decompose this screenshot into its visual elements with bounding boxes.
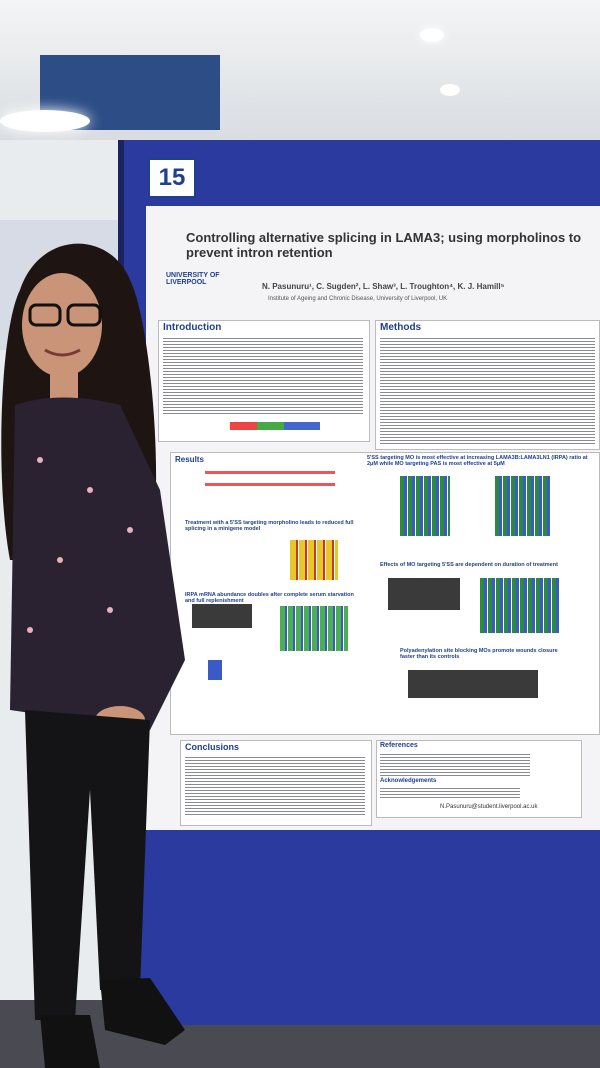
figure (280, 606, 348, 651)
text-block (380, 752, 530, 776)
results-heading: Polyadenylation site blocking MOs promot… (400, 648, 558, 660)
text-block (380, 786, 520, 800)
shoe (100, 978, 185, 1045)
figure (408, 670, 538, 698)
flower-pattern (107, 607, 113, 613)
ceiling-light (0, 110, 90, 132)
results-heading: Effects of MO targeting 5'SS are depende… (380, 562, 558, 568)
section-heading: Conclusions (185, 742, 240, 752)
poster-affiliation: Institute of Ageing and Chronic Disease,… (268, 296, 448, 302)
face (22, 273, 102, 377)
glasses (28, 303, 62, 327)
figure (230, 422, 320, 430)
section-heading: References (380, 742, 418, 749)
figure (205, 466, 335, 494)
poster-authors: N. Pasunuru¹, C. Sugden², L. Shaw³, L. T… (262, 282, 505, 291)
floral-top (10, 397, 185, 730)
mouth (44, 348, 81, 357)
section-heading: Methods (380, 322, 422, 333)
contact-email: N.Pasunuru@student.liverpool.ac.uk (440, 804, 538, 810)
person (1, 243, 185, 1068)
flower-pattern (57, 557, 63, 563)
ceiling-light (440, 84, 460, 96)
trousers (25, 710, 150, 1020)
figure (192, 604, 252, 628)
board-number: 15 (148, 158, 196, 198)
results-heading: 5'SS targeting MO is most effective at i… (367, 455, 588, 467)
flower-pattern (37, 457, 43, 463)
figure (388, 578, 460, 610)
glasses (66, 303, 102, 327)
flower-pattern (27, 627, 33, 633)
section-heading: Introduction (163, 322, 222, 333)
poster-title: Controlling alternative splicing in LAMA… (186, 230, 582, 260)
section-heading: Results (175, 455, 204, 464)
flower-pattern (127, 527, 133, 533)
flower-pattern (87, 487, 93, 493)
results-heading: Treatment with a 5'SS targeting morpholi… (185, 520, 354, 532)
results-heading: IRPA mRNA abundance doubles after comple… (185, 592, 354, 604)
shoe (40, 1015, 100, 1068)
text-block (163, 336, 363, 416)
ceiling-light (420, 28, 444, 42)
text-block (185, 755, 365, 817)
university-logo: UNIVERSITY OF LIVERPOOL (166, 272, 220, 286)
figure (208, 660, 222, 680)
figure (480, 578, 560, 633)
figure (290, 540, 338, 580)
figure (495, 476, 550, 536)
text-block (380, 336, 595, 444)
section-heading: Acknowledgements (380, 778, 437, 784)
figure (400, 476, 450, 536)
